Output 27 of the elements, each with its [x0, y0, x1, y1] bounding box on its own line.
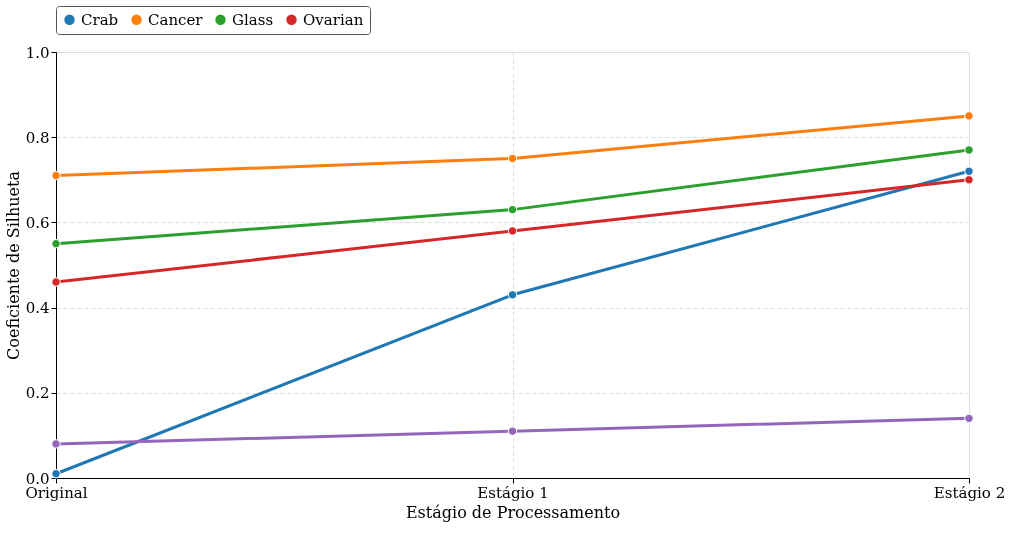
point [507, 204, 518, 215]
point [964, 413, 974, 424]
point [964, 145, 974, 155]
point [51, 439, 61, 449]
y-tick-label: 0.8 [25, 128, 50, 147]
point [51, 170, 61, 181]
legend-label: Crab [81, 10, 119, 29]
y-tick-label: 0.2 [25, 384, 50, 403]
y-tick-label: 0.4 [25, 299, 50, 318]
point [964, 111, 974, 121]
legend-label: Glass [232, 10, 274, 29]
point [964, 166, 974, 176]
x-tick-label: Estágio 2 [933, 483, 1006, 502]
legend-label: Cancer [148, 10, 204, 29]
y-tick-label: 0.6 [25, 213, 50, 232]
x-axis-title: Estágio de Processamento [405, 502, 621, 522]
x-tick-label: Estágio 1 [477, 483, 549, 502]
point [507, 153, 518, 164]
point [507, 426, 518, 436]
point [51, 239, 61, 249]
legend-label: Ovarian [303, 10, 364, 29]
point [964, 175, 974, 185]
point [51, 277, 61, 287]
point [507, 226, 518, 236]
point [507, 290, 518, 300]
y-axis-title: Coeficiente de Silhueta [3, 170, 23, 360]
y-tick-label: 1.0 [25, 43, 50, 62]
